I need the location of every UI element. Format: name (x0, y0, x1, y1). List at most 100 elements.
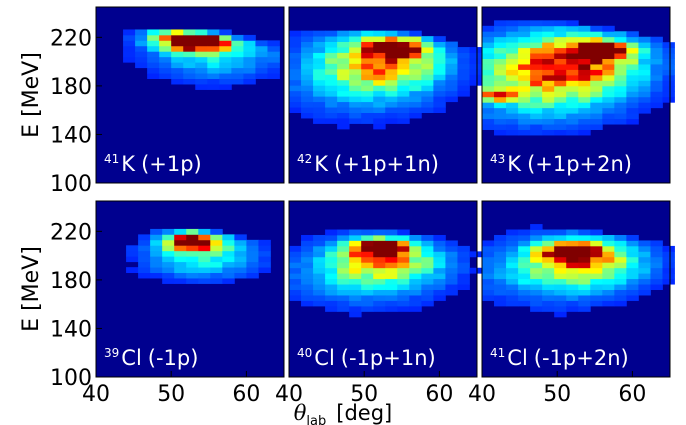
heatmap-cell (289, 251, 302, 258)
heatmap-cell (638, 240, 651, 247)
heatmap-cell (195, 29, 208, 36)
heatmap-cell (602, 273, 615, 280)
heatmap-cell (590, 273, 603, 280)
heatmap-cell (530, 91, 543, 98)
heatmap-cell (219, 51, 232, 58)
heatmap-cell (325, 52, 338, 59)
heatmap-cell (542, 25, 555, 32)
heatmap-cell (482, 69, 495, 76)
heatmap-cell (325, 74, 338, 81)
heatmap-cell (397, 273, 410, 280)
heatmap-cell (183, 40, 196, 47)
heatmap-cell (590, 295, 603, 301)
panel-frame (288, 200, 478, 378)
heatmap-cell (361, 262, 374, 269)
heatmap-cell (397, 295, 410, 301)
heatmap-cell (494, 251, 507, 258)
heatmap-cell (662, 58, 675, 65)
heatmap-cell (650, 262, 663, 269)
heatmap-cell (231, 40, 244, 47)
heatmap-cell (243, 40, 256, 47)
heatmap-cell (421, 273, 434, 280)
heatmap-cell (234, 261, 247, 268)
heatmap-cell (397, 118, 410, 124)
heatmap-cell (614, 289, 627, 296)
heatmap-cell (325, 107, 338, 113)
heatmap-cell (349, 289, 362, 296)
heatmap-cell (301, 101, 314, 108)
heatmap-cell (433, 267, 446, 274)
heatmap-cell (542, 300, 555, 307)
heatmap-cell (349, 107, 362, 113)
heatmap-cell (626, 53, 639, 59)
heatmap-cell (421, 41, 434, 48)
heatmap-cell (147, 73, 160, 80)
heatmap-cell (135, 56, 148, 63)
heatmap-cell (171, 73, 184, 80)
heatmap-cell (506, 85, 519, 92)
heatmap-cell (349, 36, 362, 42)
heatmap-cell (301, 245, 314, 252)
heatmap-cell (457, 85, 470, 92)
heatmap-cell (578, 284, 591, 290)
heatmap-cell (457, 47, 470, 53)
heatmap-cell (626, 96, 639, 103)
heatmap-cell (614, 107, 627, 114)
heatmap-cell (207, 45, 220, 52)
heatmap-cell (337, 300, 350, 307)
heatmap-cell (590, 267, 603, 274)
heatmap-cell (313, 256, 326, 263)
heatmap-cell (397, 96, 410, 103)
heatmap-cell (325, 36, 338, 42)
heatmap-cell (554, 107, 567, 114)
heatmap-cell (638, 251, 651, 258)
heatmap-cell (243, 73, 256, 80)
heatmap-cell (325, 101, 338, 108)
heatmap-cell (373, 112, 386, 119)
heatmap-cell (650, 36, 663, 43)
heatmap-cell (361, 52, 374, 59)
heatmap-cell (530, 234, 543, 241)
heatmap-cell (421, 240, 434, 247)
heatmap-cell (482, 91, 495, 98)
heatmap-cell (301, 267, 314, 274)
heatmap-cell (373, 273, 386, 280)
heatmap-cell (289, 36, 302, 42)
heatmap-cell (409, 305, 422, 312)
heatmap-cell (482, 124, 495, 130)
heatmap-cell (506, 80, 519, 87)
heatmap-cell (337, 107, 350, 113)
heatmap-cell (421, 57, 434, 64)
heatmap-cell (494, 25, 507, 32)
heatmap-cell (397, 251, 410, 258)
heatmap-cell (174, 245, 187, 252)
heatmap-cell (518, 74, 531, 81)
heatmap-cell (219, 67, 232, 74)
heatmap-cell (397, 107, 410, 113)
heatmap-cell (373, 234, 386, 241)
x-axis-subscript: lab (306, 414, 326, 425)
heatmap-cell (373, 278, 386, 285)
heatmap-cell (198, 278, 211, 284)
heatmap-cell (325, 229, 338, 236)
heatmap-cell (530, 262, 543, 269)
heatmap-cell (373, 90, 386, 97)
heatmap-cell (590, 47, 603, 54)
heatmap-cell (385, 74, 398, 81)
heatmap-cell (337, 90, 350, 97)
heatmap-cell (445, 85, 458, 92)
heatmap-cell (337, 36, 350, 42)
ytick-label: 180 (50, 269, 92, 294)
heatmap-cell (313, 85, 326, 92)
heatmap-cell (530, 118, 543, 125)
heatmap-cell (566, 91, 579, 98)
heatmap-cell (602, 25, 615, 32)
heatmap-cell (397, 112, 410, 119)
heatmap-cell (313, 36, 326, 42)
heatmap-cell (385, 262, 398, 269)
heatmap-cell (626, 262, 639, 269)
heatmap-cell (506, 31, 519, 38)
heatmap-cell (397, 267, 410, 274)
heatmap-cell (566, 234, 579, 241)
heatmap-cell (433, 68, 446, 75)
